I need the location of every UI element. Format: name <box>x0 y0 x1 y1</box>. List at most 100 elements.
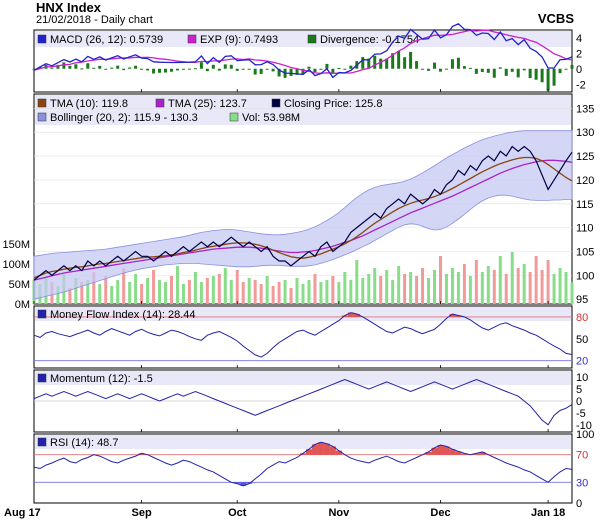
rsi-overbought-fill <box>300 453 306 455</box>
y-tick-label: 5 <box>576 384 582 396</box>
divergence-bar <box>134 65 138 69</box>
volume-bar <box>552 274 556 304</box>
y-tick-label: -2 <box>576 79 586 91</box>
divergence-bar <box>140 68 144 70</box>
divergence-bar <box>56 64 60 69</box>
divergence-bar <box>564 68 568 70</box>
rsi-oversold-fill <box>234 482 241 484</box>
divergence-bar <box>498 67 502 69</box>
divergence-bar <box>391 53 395 69</box>
divergence-bar <box>62 62 66 69</box>
chart-subtitle: 21/02/2018 - Daily chart <box>36 14 153 26</box>
volume-bar <box>486 266 490 304</box>
mfi-overbought-fill <box>449 314 456 317</box>
volume-bar <box>528 272 532 304</box>
legend-label: Vol: 53.98M <box>242 112 300 124</box>
volume-bar <box>313 274 317 304</box>
legend-swatch <box>37 112 47 122</box>
volume-bar <box>510 252 514 304</box>
y-tick-label: 95 <box>576 294 588 306</box>
divergence-bar <box>110 67 114 69</box>
volume-bar <box>140 284 144 304</box>
mfi-overbought-fill <box>341 315 348 317</box>
volume-bar <box>546 260 550 304</box>
legend-label: TMA (25): 123.7 <box>168 98 247 110</box>
x-tick-label: Jan 18 <box>531 507 565 519</box>
volume-bar <box>534 256 538 304</box>
legend-swatch <box>37 373 47 383</box>
divergence-bar <box>187 68 191 70</box>
volume-bar <box>325 280 329 304</box>
divergence-bar <box>86 63 90 69</box>
volume-bar <box>498 256 502 304</box>
legend-label: Momentum (12): -1.5 <box>50 373 153 385</box>
divergence-bar <box>217 68 221 71</box>
legend-swatch <box>155 98 165 108</box>
volume-bar <box>409 272 413 304</box>
divergence-bar <box>462 66 466 69</box>
rsi-overbought-fill <box>479 451 486 455</box>
y-tick-label: 4 <box>576 33 582 45</box>
y-tick-label: 2 <box>576 48 582 60</box>
volume-bar <box>415 276 419 304</box>
divergence-bar <box>480 68 484 72</box>
divergence-bar <box>289 68 293 76</box>
volume-bar <box>343 272 347 304</box>
tma25-line <box>33 159 573 281</box>
divergence-bar <box>546 68 550 91</box>
rsi-overbought-fill <box>335 450 342 455</box>
divergence-bar <box>211 64 215 69</box>
volume-bar <box>379 276 383 304</box>
mfi-overbought-fill <box>347 312 354 317</box>
volume-bar <box>277 282 281 304</box>
volume-bar <box>427 278 431 304</box>
volume-bar <box>211 276 215 304</box>
price-legend-bg <box>35 95 571 125</box>
divergence-bar <box>128 67 132 69</box>
volume-bar <box>397 266 401 304</box>
y-tick-label: 0 <box>576 64 582 76</box>
divergence-bar <box>421 68 425 70</box>
divergence-bar <box>164 68 168 73</box>
divergence-bar <box>570 64 574 69</box>
volume-bar <box>122 268 126 304</box>
volume-bar <box>229 280 233 304</box>
volume-bar <box>98 284 102 304</box>
divergence-bar <box>492 68 496 78</box>
legend-swatch <box>307 34 317 44</box>
y-tick-label: 105 <box>576 247 594 259</box>
volume-bar <box>181 284 185 304</box>
divergence-bar <box>349 65 353 69</box>
y-tick-label: 110 <box>576 223 594 235</box>
rsi-legend-bg <box>35 435 571 449</box>
volume-bar <box>116 280 120 304</box>
rsi-oversold-fill <box>246 482 253 484</box>
volume-bar <box>253 280 257 304</box>
y-tick-label: 10 <box>576 372 588 384</box>
divergence-bar <box>403 57 407 69</box>
divergence-bar <box>229 64 233 69</box>
divergence-bar <box>181 68 185 70</box>
divergence-bar <box>486 68 490 73</box>
volume-tick-label: 0M <box>15 299 30 311</box>
y-tick-label: 0 <box>576 396 582 408</box>
divergence-bar <box>444 68 448 70</box>
volume-bar <box>403 274 407 304</box>
divergence-bar <box>92 67 96 69</box>
rsi-overbought-fill <box>317 442 324 455</box>
volume-bar <box>205 278 209 304</box>
mfi-line <box>33 312 573 358</box>
volume-bar <box>522 264 526 304</box>
volume-bar <box>164 282 168 304</box>
volume-bar <box>391 280 395 304</box>
divergence-bar <box>456 57 460 69</box>
legend-label: Bollinger (20, 2): 115.9 - 130.3 <box>50 112 198 124</box>
divergence-bar <box>104 68 108 70</box>
legend-swatch <box>37 309 47 319</box>
divergence-bar <box>98 65 102 69</box>
rsi-overbought-fill <box>323 443 330 455</box>
volume-bar <box>474 260 478 304</box>
divergence-bar <box>313 68 317 73</box>
legend-label: RSI (14): 48.7 <box>50 437 118 449</box>
